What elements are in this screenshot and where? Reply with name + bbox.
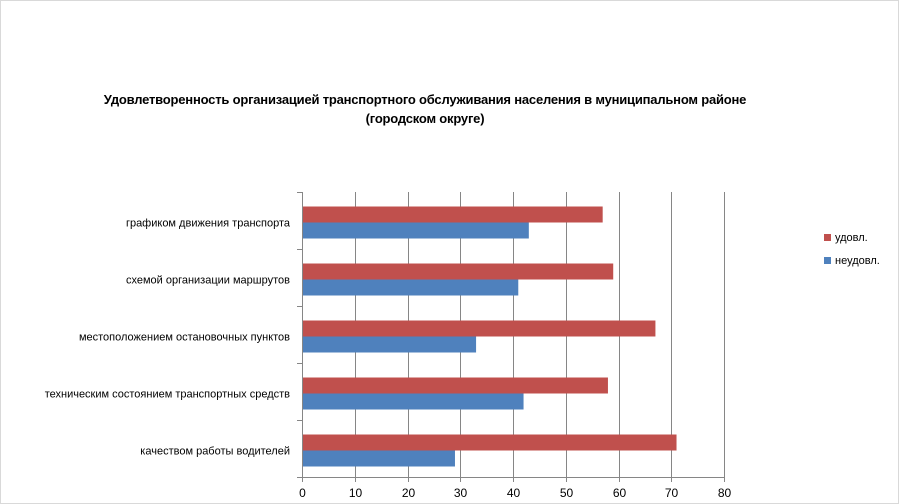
category-label-2: местоположением остановочных пунктов [79,332,290,344]
x-tick-label-30: 30 [454,486,468,500]
category-label-4: качеством работы водителей [140,446,290,458]
bar-neudovl-1 [303,279,519,296]
bar-neudovl-3 [303,393,524,410]
bar-neudovl-4 [303,450,455,467]
bars [303,206,677,467]
x-tick-label-0: 0 [299,486,306,500]
x-tick-label-20: 20 [402,486,416,500]
legend-label-neudovl: неудовл. [835,255,880,267]
bar-udovl-2 [303,320,656,337]
bar-neudovl-2 [303,336,477,353]
x-tick-label-60: 60 [613,486,627,500]
x-tick-label-50: 50 [560,486,574,500]
bar-udovl-0 [303,206,603,223]
x-tick-label-80: 80 [718,486,732,500]
bar-udovl-1 [303,263,614,280]
bar-udovl-4 [303,434,677,451]
category-label-0: графиком движения транспорта [126,218,291,230]
chart-title-line-2: (городском округе) [365,111,485,126]
x-tick-label-40: 40 [507,486,521,500]
legend-label-udovl: удовл. [835,232,868,244]
category-label-3: техническим состоянием транспортных сред… [45,389,290,401]
axes: графиком движения транспорта схемой орган… [45,192,732,500]
category-label-1: схемой организации маршрутов [126,275,290,287]
x-tick-label-10: 10 [349,486,363,500]
chart-title-line-1: Удовлетворенность организацией транспорт… [103,92,747,107]
x-tick-label-70: 70 [665,486,679,500]
chart-title: Удовлетворенность организацией транспорт… [80,90,770,128]
legend-swatch-neudovl [824,257,831,264]
bar-udovl-3 [303,377,608,394]
bar-neudovl-0 [303,222,529,239]
legend-swatch-udovl [824,234,831,241]
legend: удовл. неудовл. [824,232,880,267]
